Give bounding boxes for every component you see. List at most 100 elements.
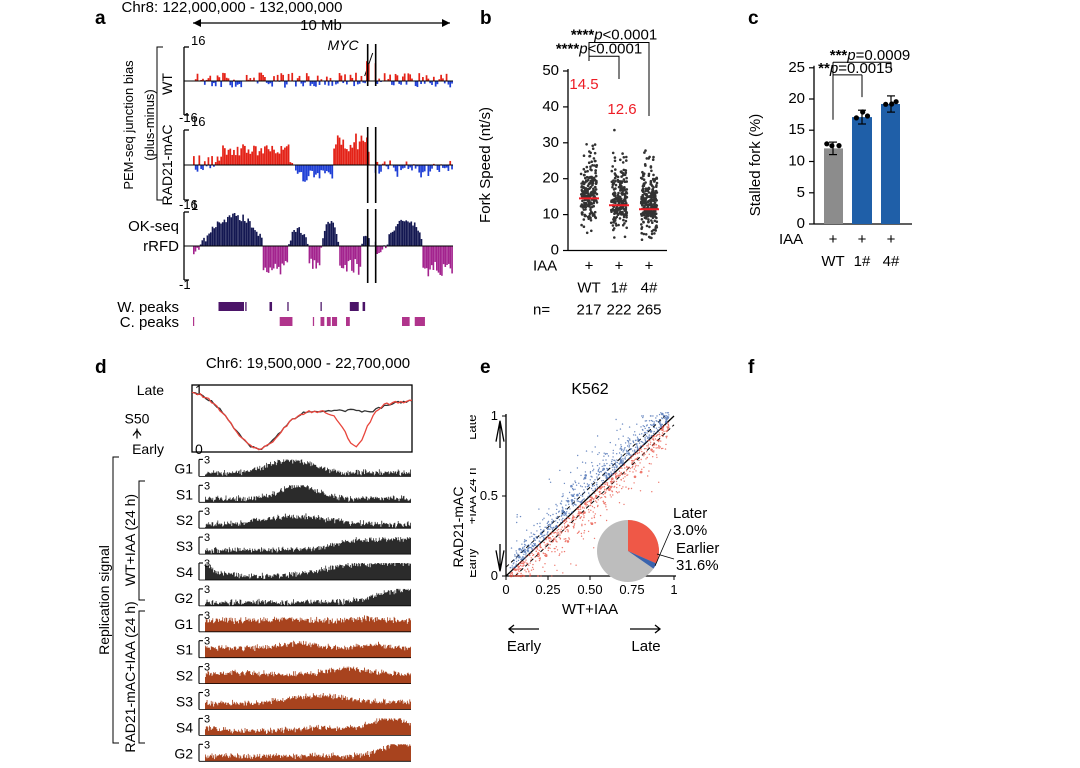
svg-text:10: 10: [788, 153, 805, 170]
svg-text:3: 3: [204, 610, 210, 622]
svg-text:****p<0.0001: ****p<0.0001: [571, 27, 657, 44]
svg-text:0.50: 0.50: [577, 582, 602, 597]
svg-text:1#: 1#: [854, 253, 871, 270]
svg-text:+: +: [829, 231, 838, 248]
svg-text:1#: 1#: [611, 280, 628, 297]
svg-text:3: 3: [204, 636, 210, 648]
svg-text:20: 20: [788, 90, 805, 107]
svg-text:3: 3: [204, 454, 210, 466]
svg-text:Fork Speed (nt/s): Fork Speed (nt/s): [477, 107, 494, 223]
svg-text:4#: 4#: [883, 253, 900, 270]
svg-text:+IAA 24 h: +IAA 24 h: [470, 468, 479, 525]
svg-text:3: 3: [204, 713, 210, 725]
svg-text:Later: Later: [673, 505, 707, 522]
svg-text:WT+IAA (24 h): WT+IAA (24 h): [122, 494, 138, 586]
svg-text:K562: K562: [571, 381, 608, 398]
svg-text:0: 0: [195, 441, 203, 457]
svg-text:217: 217: [576, 302, 601, 319]
svg-text:S1: S1: [176, 486, 193, 502]
svg-text:RAD21-mAC+IAA (24 h): RAD21-mAC+IAA (24 h): [122, 601, 138, 752]
svg-text:0: 0: [797, 215, 805, 232]
svg-text:MYC: MYC: [327, 37, 359, 53]
svg-text:16: 16: [191, 33, 205, 48]
svg-text:Early: Early: [132, 441, 164, 457]
svg-text:WT: WT: [577, 280, 600, 297]
svg-text:-1: -1: [179, 277, 191, 292]
svg-text:G2: G2: [174, 590, 193, 606]
svg-text:S2: S2: [176, 512, 193, 528]
svg-text:WT: WT: [159, 73, 175, 95]
svg-text:Late: Late: [470, 415, 479, 440]
svg-text:rRFD: rRFD: [143, 238, 179, 255]
svg-text:+: +: [585, 258, 594, 275]
svg-text:31.6%: 31.6%: [676, 557, 719, 574]
svg-text:3: 3: [204, 739, 210, 751]
svg-text:40: 40: [542, 98, 559, 115]
svg-text:IAA: IAA: [779, 231, 803, 248]
svg-text:0.25: 0.25: [535, 582, 560, 597]
svg-text:3: 3: [204, 688, 210, 700]
svg-text:S3: S3: [176, 538, 193, 554]
svg-text:1: 1: [491, 408, 498, 423]
svg-text:Late: Late: [631, 638, 660, 655]
svg-text:+: +: [858, 231, 867, 248]
svg-text:WT: WT: [821, 253, 844, 270]
svg-text:C. peaks: C. peaks: [120, 314, 179, 331]
svg-text:Chr6: 19,500,000 - 22,700,000: Chr6: 19,500,000 - 22,700,000: [206, 355, 410, 372]
svg-text:3: 3: [204, 662, 210, 674]
svg-text:Early: Early: [470, 548, 479, 578]
svg-text:0.75: 0.75: [619, 582, 644, 597]
svg-text:25: 25: [788, 59, 805, 76]
svg-text:15: 15: [788, 121, 805, 138]
svg-text:3.0%: 3.0%: [673, 522, 707, 539]
svg-text:(plus-minus): (plus-minus): [142, 89, 157, 161]
svg-text:1: 1: [191, 198, 198, 213]
svg-text:0: 0: [551, 242, 559, 259]
svg-text:OK-seq: OK-seq: [128, 218, 179, 235]
svg-text:WT+IAA: WT+IAA: [562, 601, 618, 618]
svg-text:3: 3: [204, 480, 210, 492]
svg-text:5: 5: [797, 184, 805, 201]
svg-text:Earlier: Earlier: [676, 540, 719, 557]
svg-text:3: 3: [204, 558, 210, 570]
svg-text:+: +: [887, 231, 896, 248]
svg-text:S4: S4: [176, 719, 193, 735]
svg-text:PEM-seq junction bias: PEM-seq junction bias: [121, 60, 136, 190]
svg-text:4#: 4#: [641, 280, 658, 297]
svg-text:222: 222: [606, 302, 631, 319]
svg-text:3: 3: [204, 532, 210, 544]
svg-text:20: 20: [542, 170, 559, 187]
svg-text:50: 50: [542, 62, 559, 79]
svg-text:G1: G1: [174, 616, 193, 632]
svg-text:3: 3: [204, 584, 210, 596]
svg-text:S1: S1: [176, 642, 193, 658]
svg-text:0: 0: [491, 568, 498, 583]
svg-text:0: 0: [502, 582, 509, 597]
svg-text:10 Mb: 10 Mb: [300, 17, 342, 34]
svg-text:1: 1: [670, 582, 677, 597]
svg-text:S50: S50: [125, 411, 150, 427]
svg-text:+: +: [645, 258, 654, 275]
svg-text:RAD21-mAC: RAD21-mAC: [159, 125, 175, 206]
svg-text:G1: G1: [174, 460, 193, 476]
svg-text:Replication signal: Replication signal: [96, 545, 112, 655]
svg-text:Late: Late: [137, 382, 164, 398]
svg-text:***p=0.0009: ***p=0.0009: [830, 47, 911, 64]
svg-text:265: 265: [636, 302, 661, 319]
svg-text:14.5: 14.5: [569, 76, 598, 93]
svg-text:S2: S2: [176, 668, 193, 684]
svg-text:Early: Early: [507, 638, 542, 655]
svg-text:Chr8: 122,000,000 - 132,000,00: Chr8: 122,000,000 - 132,000,000: [121, 0, 342, 16]
svg-text:G2: G2: [174, 745, 193, 761]
svg-text:+: +: [615, 258, 624, 275]
svg-text:IAA: IAA: [533, 258, 557, 275]
svg-text:S3: S3: [176, 694, 193, 710]
svg-text:16: 16: [191, 114, 205, 129]
svg-text:S4: S4: [176, 564, 193, 580]
svg-text:10: 10: [542, 206, 559, 223]
svg-text:n=: n=: [533, 302, 550, 319]
svg-text:30: 30: [542, 134, 559, 151]
svg-text:3: 3: [204, 506, 210, 518]
svg-text:Stalled fork (%): Stalled fork (%): [747, 114, 764, 217]
svg-text:RAD21-mAC: RAD21-mAC: [450, 487, 466, 568]
